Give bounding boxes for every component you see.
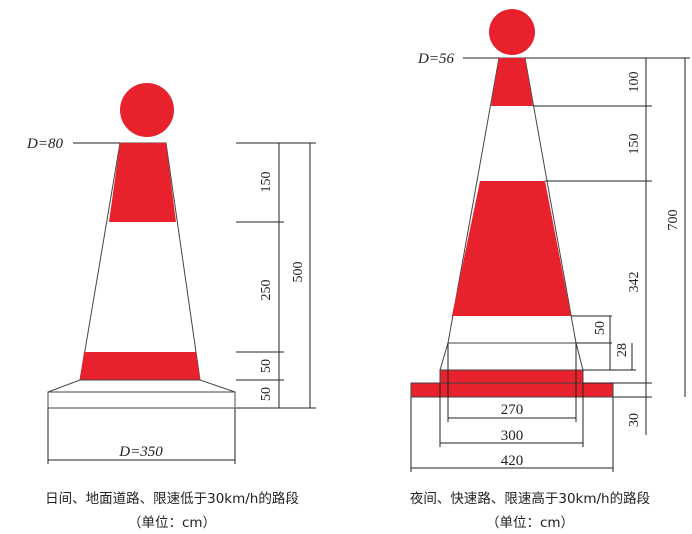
right-dim-100: 100 [627, 72, 642, 93]
right-dim-342: 342 [627, 272, 642, 293]
left-dim-250: 250 [259, 280, 274, 301]
left-dim-500: 500 [291, 262, 306, 283]
left-caption-line1: 日间、地面道路、限速低于30km/h的路段 [45, 491, 299, 507]
left-cone-top-red-band [109, 143, 176, 222]
right-cone-lower-red-band [439, 369, 584, 384]
right-dim-50: 50 [593, 321, 608, 335]
right-top-diameter-label: D=56 [417, 51, 454, 67]
right-cone: D=56 100 150 342 700 50 28 30 [410, 9, 690, 472]
right-dim-700: 700 [666, 210, 681, 231]
right-width-420: 420 [501, 453, 524, 469]
left-cone-top-ball [120, 83, 174, 137]
right-caption-line1: 夜间、快速路、限速高于30km/h的路段 [409, 491, 651, 507]
right-cone-top-red-band [491, 58, 533, 106]
right-dim-30: 30 [627, 413, 642, 427]
left-caption-line2: （单位：cm） [127, 515, 217, 531]
left-cone-bottom-red-band [80, 352, 200, 380]
left-dim-50-upper: 50 [259, 359, 274, 373]
right-width-300: 300 [501, 428, 524, 444]
right-cone-middle-red-band [452, 181, 571, 316]
left-dim-150: 150 [259, 172, 274, 193]
left-dim-50-lower: 50 [259, 387, 274, 401]
right-width-270: 270 [501, 402, 524, 418]
right-cone-base [410, 382, 614, 398]
left-cone-base [47, 379, 236, 409]
right-dim-150: 150 [627, 134, 642, 155]
left-base-diameter-label: D=350 [118, 444, 163, 460]
right-dim-28: 28 [615, 343, 630, 357]
left-top-diameter-label: D=80 [26, 136, 63, 152]
right-caption-line2: （单位：cm） [485, 515, 575, 531]
right-cone-top-ball [489, 9, 535, 55]
left-cone: D=80 150 250 50 50 500 D=350 [26, 83, 316, 464]
